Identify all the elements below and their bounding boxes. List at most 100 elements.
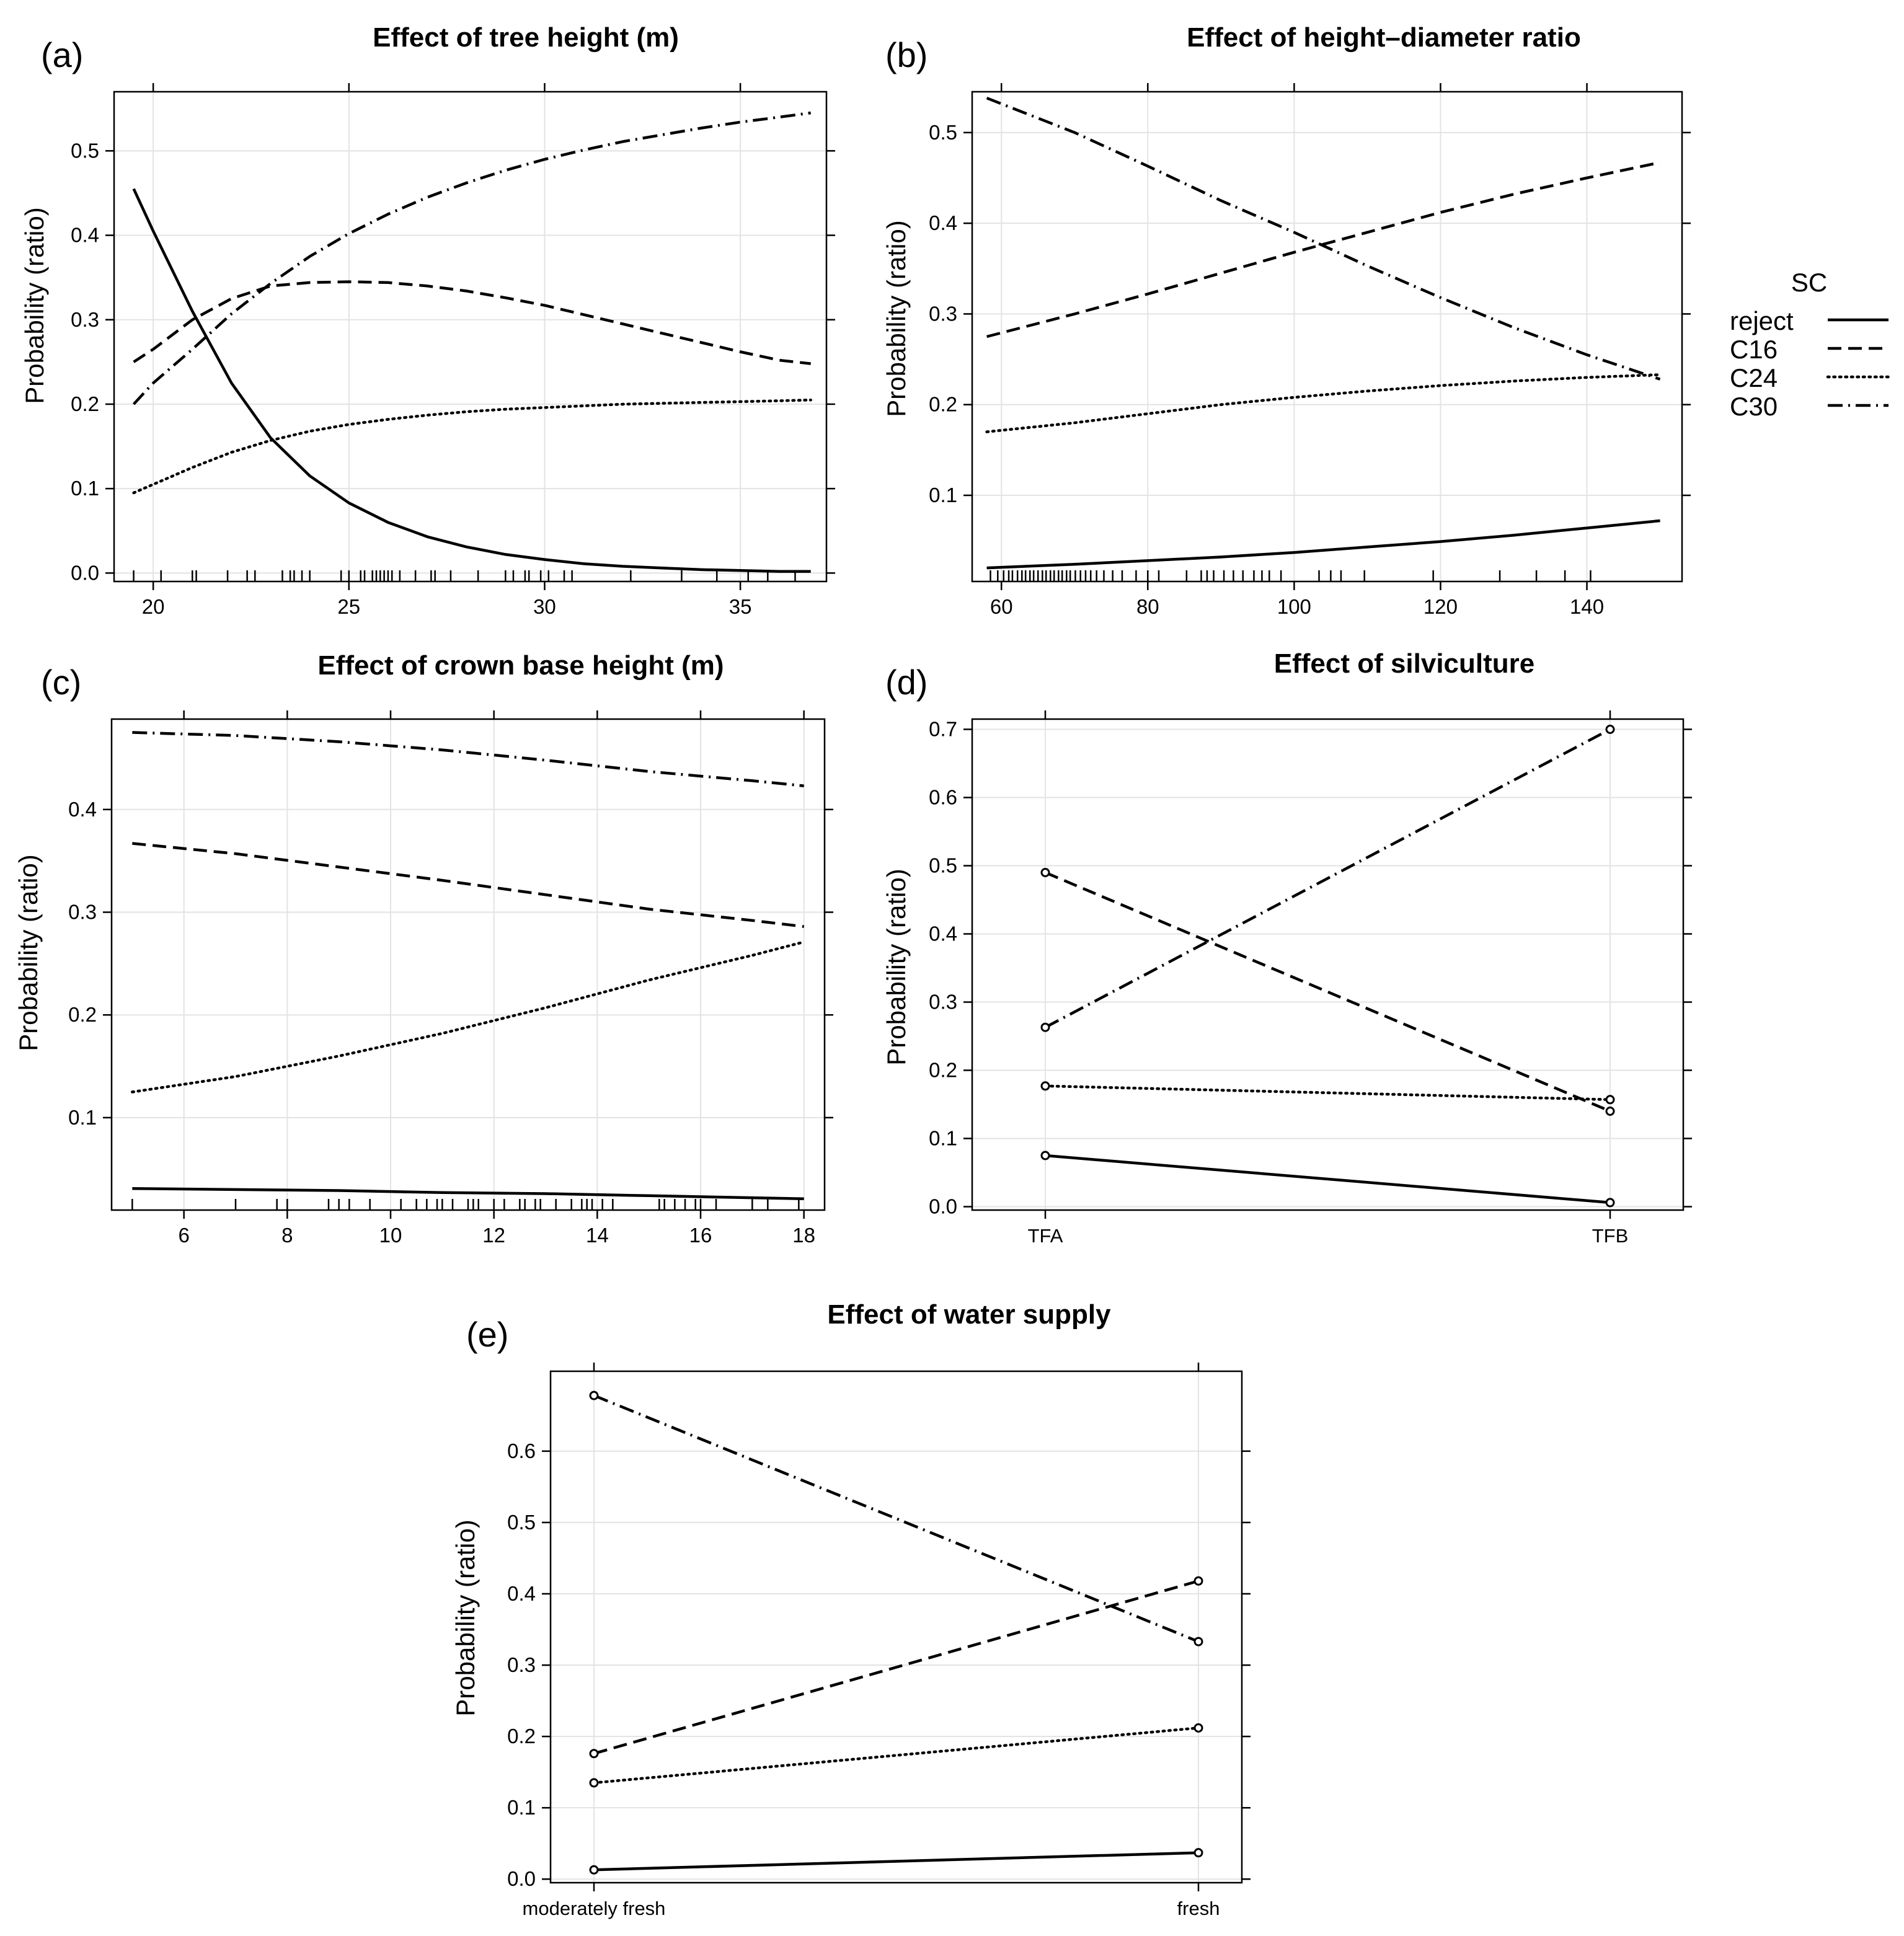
x-tick-label: 100	[1277, 595, 1311, 618]
y-tick-label: 0.1	[68, 1106, 97, 1129]
x-tick-label: 140	[1570, 595, 1604, 618]
x-tick-label: fresh	[1177, 1898, 1220, 1919]
plot-frame	[971, 718, 1685, 1211]
y-tick-label: 0.5	[71, 139, 99, 162]
data-point-c30	[1605, 725, 1615, 734]
y-tick-label: 0.4	[929, 211, 957, 234]
data-point-c30	[1193, 1637, 1203, 1646]
panel-letter: (a)	[41, 35, 83, 74]
y-tick-label: 0.5	[929, 854, 957, 877]
x-tick-label: 6	[178, 1224, 189, 1247]
series-line-c24	[132, 398, 812, 495]
y-tick-label: 0.3	[929, 991, 957, 1014]
y-tick-label: 0.1	[929, 1127, 957, 1150]
data-point-reject	[589, 1865, 599, 1875]
data-point-reject	[1193, 1848, 1203, 1858]
series-line-c30	[593, 1394, 1199, 1643]
y-tick-label: 0.1	[71, 477, 99, 500]
data-point-c24	[1605, 1095, 1615, 1105]
y-tick-label: 0.4	[71, 224, 99, 247]
data-point-c16	[1040, 868, 1050, 877]
x-tick-label: moderately fresh	[523, 1898, 666, 1919]
x-tick-label: 8	[281, 1224, 293, 1247]
y-axis-label: Probability (ratio)	[20, 207, 49, 404]
y-tick-label: 0.1	[929, 484, 957, 506]
series-line-reject	[132, 1187, 804, 1201]
plot-frame	[549, 1370, 1243, 1884]
legend: SC reject C16 C24 C30	[1730, 268, 1890, 421]
y-axis-label: Probability (ratio)	[882, 220, 911, 417]
data-point-c16	[589, 1749, 599, 1759]
plot-frame	[110, 718, 826, 1211]
y-axis-label: Probability (ratio)	[14, 854, 43, 1051]
panel-tree-height: (a) Effect of tree height (m) Probabilit…	[20, 22, 835, 618]
y-tick-label: 0.3	[68, 900, 97, 923]
y-tick-label: 0.2	[507, 1725, 536, 1748]
y-tick-label: 0.7	[929, 718, 957, 741]
y-tick-label: 0.6	[507, 1439, 536, 1462]
legend-label: C30	[1730, 392, 1778, 421]
legend-label: C16	[1730, 335, 1778, 364]
data-point-c24	[589, 1778, 599, 1788]
data-point-c16	[1605, 1107, 1615, 1116]
series-line-c30	[1044, 728, 1611, 1029]
series-line-c24	[1043, 1084, 1612, 1102]
y-tick-label: 0.2	[929, 1059, 957, 1082]
data-point-reject	[1605, 1198, 1615, 1208]
legend-entry-c30: C30	[1730, 392, 1889, 421]
panel-letter: (d)	[885, 663, 928, 702]
x-tick-label: 60	[990, 595, 1013, 618]
panel-title: Effect of water supply	[827, 1299, 1111, 1330]
y-tick-label: 0.0	[507, 1867, 536, 1890]
series-line-reject	[132, 188, 811, 573]
y-tick-label: 0.0	[71, 561, 99, 584]
panel-letter: (e)	[466, 1315, 508, 1354]
plot-frame	[113, 91, 828, 583]
x-tick-label: 80	[1136, 595, 1159, 618]
legend-label: reject	[1730, 306, 1794, 335]
series-line-c16	[593, 1580, 1199, 1755]
legend-entry-reject: reject	[1730, 306, 1889, 335]
panel-silviculture: (d) Effect of silviculture Probability (…	[882, 648, 1692, 1247]
panel-letter: (b)	[885, 35, 928, 74]
series-line-c24	[592, 1726, 1200, 1785]
panel-title: Effect of crown base height (m)	[317, 650, 724, 681]
y-tick-label: 0.2	[929, 393, 957, 416]
y-tick-label: 0.5	[507, 1511, 536, 1534]
data-point-c30	[1040, 1022, 1050, 1032]
x-tick-label: 16	[689, 1224, 712, 1247]
x-tick-label: 120	[1424, 595, 1458, 618]
panel-title: Effect of tree height (m)	[373, 22, 679, 53]
series-line-c30	[132, 731, 804, 787]
data-point-c24	[1193, 1723, 1203, 1733]
y-tick-label: 0.4	[929, 922, 957, 945]
series-line-reject	[593, 1851, 1199, 1872]
x-tick-label: 18	[792, 1224, 815, 1247]
y-tick-label: 0.6	[929, 786, 957, 809]
y-axis-label: Probability (ratio)	[882, 869, 911, 1065]
x-tick-label: 12	[482, 1224, 505, 1247]
panel-title: Effect of height–diameter ratio	[1187, 22, 1581, 53]
y-tick-label: 0.4	[507, 1582, 536, 1605]
panel-title: Effect of silviculture	[1274, 648, 1535, 679]
y-tick-label: 0.4	[68, 798, 97, 821]
y-tick-label: 0.3	[507, 1653, 536, 1676]
data-point-c16	[1193, 1576, 1203, 1586]
legend-label: C24	[1730, 363, 1778, 392]
x-tick-label: 25	[337, 595, 360, 618]
y-tick-label: 0.0	[929, 1195, 957, 1218]
y-tick-label: 0.3	[71, 308, 99, 331]
y-tick-label: 0.5	[929, 121, 957, 144]
legend-entry-c16: C16	[1730, 335, 1889, 364]
plot-frame	[971, 91, 1683, 583]
y-tick-label: 0.1	[507, 1796, 536, 1819]
legend-entry-c24: C24	[1730, 363, 1890, 392]
series-line-c30	[986, 97, 1661, 381]
x-tick-label: 20	[142, 595, 165, 618]
panel-height-diameter-ratio: (b) Effect of height–diameter ratio Prob…	[882, 22, 1691, 618]
data-point-c30	[589, 1390, 599, 1400]
y-axis-label: Probability (ratio)	[451, 1519, 480, 1716]
x-tick-label: 35	[729, 595, 752, 618]
x-tick-label: 14	[586, 1224, 609, 1247]
